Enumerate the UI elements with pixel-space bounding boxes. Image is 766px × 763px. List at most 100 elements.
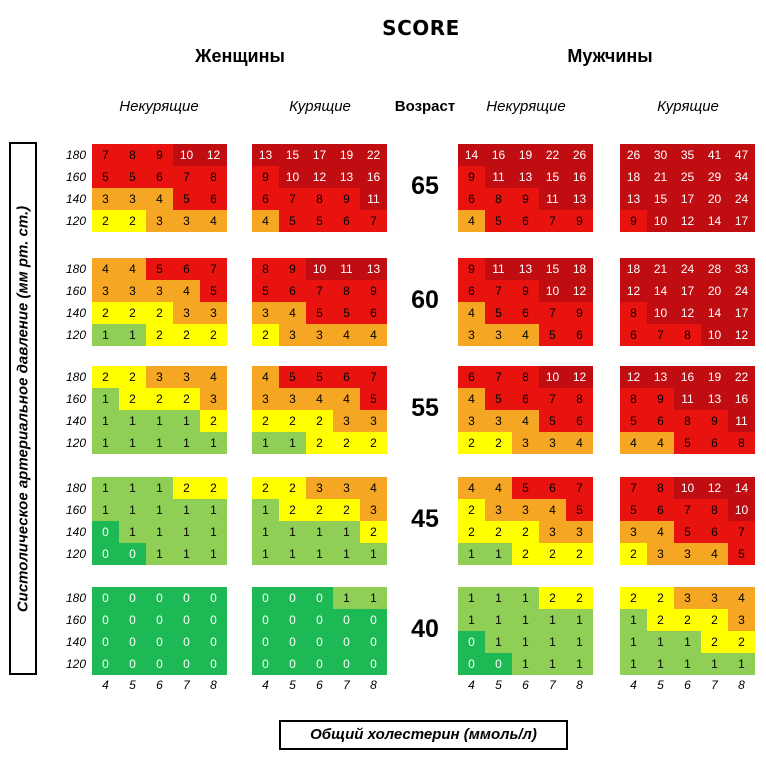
risk-cell: 1 <box>728 653 755 675</box>
risk-cell: 1 <box>620 609 647 631</box>
risk-cell: 1 <box>458 543 485 565</box>
risk-cell: 1 <box>92 410 119 432</box>
risk-cell: 28 <box>701 258 728 280</box>
women-nonsmoking-header: Некурящие <box>119 98 199 115</box>
risk-cell: 0 <box>200 609 227 631</box>
risk-cell: 3 <box>728 609 755 631</box>
risk-cell: 1 <box>458 587 485 609</box>
risk-grid-men-nonsmoking-age-55: 6 7 8 10 12 4 5 6 7 8 3 3 4 5 6 2 2 3 3 4 <box>458 366 593 454</box>
risk-cell: 4 <box>333 324 360 346</box>
risk-cell: 16 <box>566 166 593 188</box>
risk-cell: 19 <box>512 144 539 166</box>
risk-cell: 7 <box>306 280 333 302</box>
risk-cell: 12 <box>566 280 593 302</box>
risk-grid-men-smoking-age-60: 18 21 24 28 33 12 14 17 20 24 8 10 12 14 17 6 7 8 10 12 <box>620 258 755 346</box>
risk-cell: 0 <box>279 631 306 653</box>
risk-cell: 2 <box>701 609 728 631</box>
risk-cell: 5 <box>306 302 333 324</box>
risk-cell: 4 <box>647 432 674 454</box>
risk-cell: 10 <box>173 144 200 166</box>
risk-cell: 7 <box>200 258 227 280</box>
risk-cell: 4 <box>620 432 647 454</box>
risk-cell: 1 <box>279 543 306 565</box>
risk-cell: 2 <box>701 631 728 653</box>
risk-cell: 1 <box>119 432 146 454</box>
risk-grid-women-nonsmoking-age-65: 7 8 9 10 12 5 5 6 7 8 3 3 4 5 6 2 2 3 3 4 <box>92 144 227 232</box>
risk-cell: 0 <box>173 609 200 631</box>
risk-cell: 3 <box>333 410 360 432</box>
risk-cell: 2 <box>252 477 279 499</box>
risk-cell: 3 <box>512 432 539 454</box>
risk-cell: 0 <box>279 653 306 675</box>
risk-cell: 3 <box>306 477 333 499</box>
cholesterol-tick-label: 7 <box>183 678 190 692</box>
risk-cell: 9 <box>146 144 173 166</box>
risk-cell: 5 <box>485 302 512 324</box>
risk-cell: 3 <box>173 210 200 232</box>
risk-cell: 1 <box>539 653 566 675</box>
risk-cell: 7 <box>279 188 306 210</box>
risk-cell: 2 <box>539 543 566 565</box>
risk-cell: 5 <box>252 280 279 302</box>
risk-cell: 6 <box>252 188 279 210</box>
risk-cell: 1 <box>119 324 146 346</box>
risk-cell: 1 <box>306 543 333 565</box>
risk-cell: 13 <box>333 166 360 188</box>
risk-cell: 1 <box>92 324 119 346</box>
risk-cell: 8 <box>119 144 146 166</box>
risk-cell: 3 <box>620 521 647 543</box>
risk-cell: 0 <box>119 587 146 609</box>
risk-cell: 13 <box>512 166 539 188</box>
risk-cell: 0 <box>119 543 146 565</box>
risk-cell: 4 <box>360 324 387 346</box>
women-header: Женщины <box>195 46 285 66</box>
risk-cell: 1 <box>539 631 566 653</box>
age-label: 65 <box>411 172 439 200</box>
risk-cell: 7 <box>92 144 119 166</box>
cholesterol-tick-label: 6 <box>316 678 323 692</box>
risk-cell: 9 <box>620 210 647 232</box>
risk-cell: 8 <box>674 410 701 432</box>
risk-cell: 24 <box>728 188 755 210</box>
risk-cell: 2 <box>173 324 200 346</box>
risk-cell: 11 <box>728 410 755 432</box>
risk-cell: 9 <box>701 410 728 432</box>
risk-cell: 3 <box>146 366 173 388</box>
risk-cell: 20 <box>701 280 728 302</box>
risk-cell: 2 <box>306 410 333 432</box>
risk-cell: 1 <box>620 653 647 675</box>
risk-cell: 2 <box>146 388 173 410</box>
risk-cell: 7 <box>566 477 593 499</box>
risk-cell: 2 <box>485 521 512 543</box>
risk-cell: 6 <box>333 210 360 232</box>
risk-cell: 10 <box>539 366 566 388</box>
risk-cell: 26 <box>620 144 647 166</box>
risk-cell: 2 <box>539 587 566 609</box>
risk-cell: 30 <box>647 144 674 166</box>
risk-cell: 2 <box>279 477 306 499</box>
bp-tick-label: 120 <box>65 214 86 228</box>
age-label: 60 <box>411 286 439 314</box>
risk-cell: 10 <box>728 499 755 521</box>
risk-cell: 6 <box>458 366 485 388</box>
risk-cell: 7 <box>360 210 387 232</box>
risk-cell: 4 <box>728 587 755 609</box>
risk-grid-women-smoking-age-65: 13 15 17 19 22 9 10 12 13 16 6 7 8 9 11 4 5 5 6 7 <box>252 144 387 232</box>
risk-cell: 41 <box>701 144 728 166</box>
risk-cell: 6 <box>333 366 360 388</box>
risk-cell: 1 <box>119 477 146 499</box>
risk-cell: 5 <box>620 410 647 432</box>
risk-cell: 1 <box>146 521 173 543</box>
cholesterol-tick-label: 8 <box>738 678 745 692</box>
risk-cell: 13 <box>252 144 279 166</box>
bp-tick-label: 180 <box>65 148 86 162</box>
risk-cell: 2 <box>173 388 200 410</box>
risk-cell: 17 <box>306 144 333 166</box>
risk-cell: 8 <box>701 499 728 521</box>
risk-cell: 18 <box>566 258 593 280</box>
risk-cell: 7 <box>173 166 200 188</box>
